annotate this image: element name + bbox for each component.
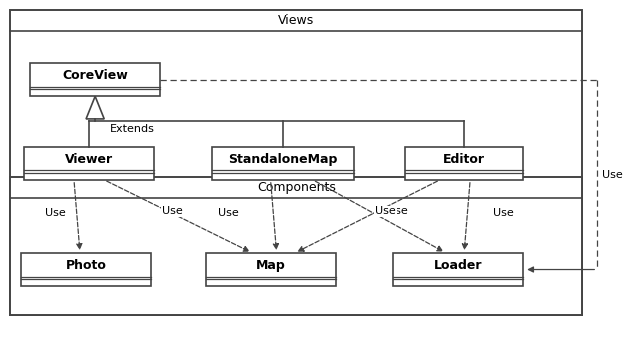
Bar xyxy=(212,147,354,180)
Text: Use: Use xyxy=(162,206,182,216)
Text: Photo: Photo xyxy=(66,259,106,272)
Bar xyxy=(393,253,523,286)
Text: Use: Use xyxy=(375,206,396,216)
Text: Components: Components xyxy=(257,181,336,194)
Text: Use: Use xyxy=(46,208,66,218)
Text: Map: Map xyxy=(256,259,286,272)
Bar xyxy=(30,63,160,96)
Text: Editor: Editor xyxy=(443,153,485,166)
Bar xyxy=(21,253,151,286)
Text: Use: Use xyxy=(388,206,408,216)
Text: Use: Use xyxy=(602,170,622,180)
Text: CoreView: CoreView xyxy=(62,69,128,82)
Bar xyxy=(11,177,582,315)
Bar xyxy=(405,147,523,180)
Bar xyxy=(11,10,582,315)
Text: Views: Views xyxy=(278,14,314,27)
Text: Extends: Extends xyxy=(110,124,155,134)
Text: Loader: Loader xyxy=(434,259,482,272)
Text: Viewer: Viewer xyxy=(65,153,113,166)
Bar xyxy=(206,253,336,286)
Bar xyxy=(24,147,154,180)
Text: Use: Use xyxy=(218,208,239,218)
Text: Use: Use xyxy=(493,208,514,218)
Text: StandaloneMap: StandaloneMap xyxy=(228,153,338,166)
